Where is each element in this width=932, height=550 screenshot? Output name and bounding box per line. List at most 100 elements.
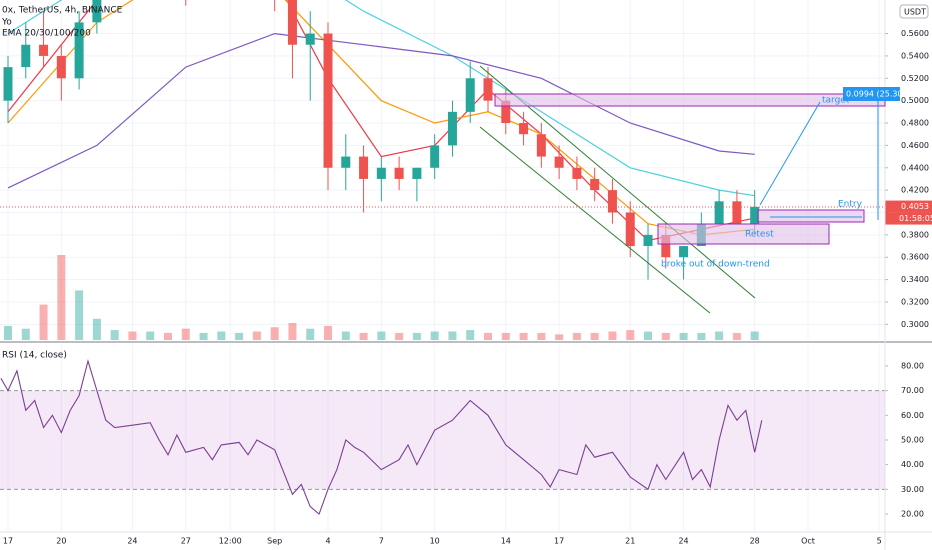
y-tick-label: 50.00 xyxy=(901,435,924,444)
candle-body xyxy=(394,167,404,179)
volume-bar xyxy=(92,318,101,340)
countdown-label: 01:58:05 xyxy=(899,214,932,223)
volume-bar xyxy=(377,331,386,340)
last-price-label: 0.4053 xyxy=(901,202,929,211)
volume-bar xyxy=(128,331,137,340)
retest-text: Retest xyxy=(745,230,774,240)
volume-bar xyxy=(164,332,173,340)
x-tick-label: 28 xyxy=(750,537,760,546)
volume-bar xyxy=(252,331,261,340)
candle-body xyxy=(74,22,84,79)
volume-bar xyxy=(57,255,66,340)
target-arrow xyxy=(759,101,821,206)
volume-bar xyxy=(199,332,208,340)
volume-bar xyxy=(21,328,30,340)
y-tick-label: 70.00 xyxy=(901,386,924,395)
volume-bar xyxy=(537,332,546,340)
candle-body xyxy=(661,234,671,258)
candle-body xyxy=(554,156,564,168)
channel-lower xyxy=(479,126,711,314)
volume-bar xyxy=(217,331,226,340)
entry-text: Entry xyxy=(838,200,863,210)
volume-bar xyxy=(181,328,190,340)
candle-body xyxy=(519,123,529,135)
y-tick-label: 30.00 xyxy=(901,485,924,494)
candle-body xyxy=(590,178,600,191)
target-label: 0.0994 (25.30%) xyxy=(846,90,913,99)
volume-bar xyxy=(644,331,653,340)
x-tick-label: 14 xyxy=(501,537,511,546)
volume-bar xyxy=(466,330,475,340)
y-tick-label: 0.5000 xyxy=(901,96,929,105)
retest-zone xyxy=(657,223,830,245)
volume-bar xyxy=(572,332,581,340)
x-tick-label: 7 xyxy=(379,537,384,546)
volume-bar xyxy=(555,334,564,340)
ema-line xyxy=(7,32,755,189)
volume-bar xyxy=(359,332,368,340)
volume-bar xyxy=(732,332,741,340)
x-tick-label: 17 xyxy=(3,537,13,546)
x-tick-label: Oct xyxy=(801,537,815,546)
candle-body xyxy=(430,145,440,168)
y-tick-label: 0.3200 xyxy=(901,297,929,306)
volume-bar xyxy=(626,330,635,340)
candle-body xyxy=(483,78,493,101)
x-tick-label: Sep xyxy=(267,537,282,546)
y-tick-label: 0.5200 xyxy=(901,74,929,83)
volume-bar xyxy=(39,304,48,340)
candle-body xyxy=(465,78,475,112)
candle-body xyxy=(412,167,422,179)
indicator-label: EMA 20/30/100/200 xyxy=(2,29,91,39)
rsi-line xyxy=(0,358,763,515)
y-tick-label: 0.4600 xyxy=(901,141,929,150)
volume-bar xyxy=(146,331,155,340)
volume-bar xyxy=(395,332,404,340)
volume-bar xyxy=(270,327,279,340)
volume-bar xyxy=(235,332,244,340)
volume-bar xyxy=(430,331,439,340)
candle-body xyxy=(341,156,351,168)
x-tick-label: 17 xyxy=(554,537,564,546)
candle-body xyxy=(56,55,66,79)
volume-bar xyxy=(412,332,421,340)
candle-body xyxy=(359,156,369,179)
last-price-tag xyxy=(885,200,932,213)
volume-bar xyxy=(679,332,688,340)
y-tick-label: 0.4400 xyxy=(901,163,929,172)
drawings xyxy=(0,65,886,314)
currency-box[interactable] xyxy=(899,4,929,19)
volume-bar xyxy=(110,330,119,340)
volume-bar xyxy=(608,331,617,340)
breakout-text: broke out of down-trend xyxy=(661,260,770,270)
candle-body xyxy=(305,33,315,45)
currency[interactable]: USDT xyxy=(904,8,926,17)
entry-zone xyxy=(757,209,865,223)
candle-body xyxy=(501,100,511,124)
x-tick-label: 20 xyxy=(56,537,66,546)
x-tick-label: 24 xyxy=(678,537,688,546)
candle-body xyxy=(714,201,724,224)
countdown-tag xyxy=(885,212,932,225)
y-tick-label: 60.00 xyxy=(901,411,924,420)
candle-body xyxy=(607,190,617,213)
volume-bar xyxy=(4,325,13,340)
candle-body xyxy=(21,44,31,68)
volume-bar xyxy=(519,332,528,340)
volume-bar xyxy=(697,332,706,340)
y-tick-label: 80.00 xyxy=(901,361,924,370)
candle-body xyxy=(376,167,386,179)
x-tick-label: 27 xyxy=(181,537,191,546)
candle-body xyxy=(39,44,49,56)
header-line2: Yo xyxy=(1,18,12,28)
volume-bar xyxy=(306,328,315,340)
x-tick-label: 24 xyxy=(127,537,137,546)
candle-body xyxy=(679,246,689,258)
candle-body xyxy=(287,0,297,45)
y-tick-label: 0.5400 xyxy=(901,51,929,60)
x-tick-label: 5 xyxy=(877,537,882,546)
volume-bar xyxy=(484,332,493,340)
y-tick-label: 0.3600 xyxy=(901,253,929,262)
candle-body xyxy=(643,234,653,247)
